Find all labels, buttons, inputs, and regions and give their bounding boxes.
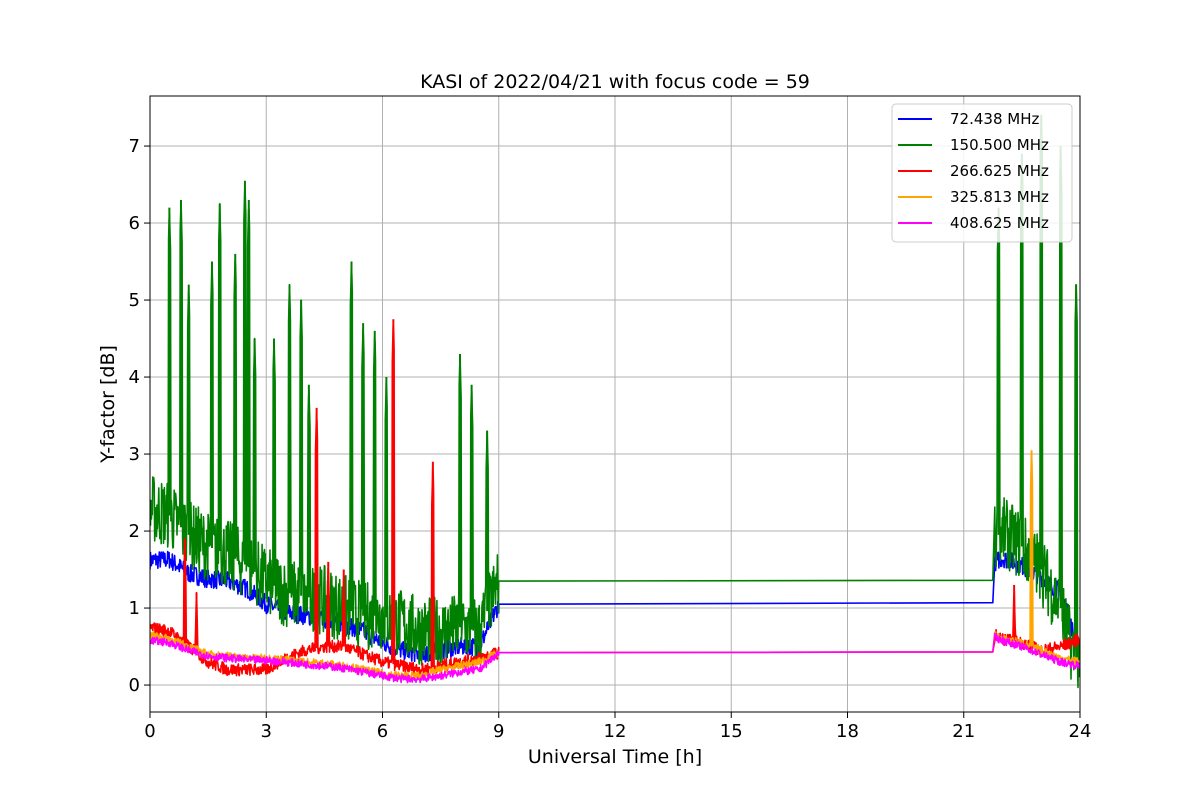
legend-box <box>891 103 1073 243</box>
legend-label: 150.500 MHz <box>950 136 1049 154</box>
legend-label: 72.438 MHz <box>950 110 1039 128</box>
y-tick-label: 4 <box>129 367 140 388</box>
y-axis-title: Y-factor [dB] <box>97 345 119 464</box>
x-axis-title: Universal Time [h] <box>528 746 702 768</box>
x-tick-label: 15 <box>720 721 743 742</box>
legend-label: 266.625 MHz <box>950 162 1049 180</box>
x-tick-label: 18 <box>836 721 859 742</box>
y-tick-label: 2 <box>129 521 140 542</box>
x-tick-label: 9 <box>493 721 504 742</box>
x-tick-label: 0 <box>144 721 155 742</box>
y-tick-label: 7 <box>129 136 140 157</box>
y-tick-label: 6 <box>129 213 140 234</box>
legend: 72.438 MHz 150.500 MHz 266.625 MHz 325.813 … <box>891 103 1073 243</box>
y-tick-label: 3 <box>129 444 140 465</box>
legend-label: 325.813 MHz <box>950 188 1049 206</box>
x-tick-label: 21 <box>952 721 975 742</box>
series-line-2 <box>150 114 1080 689</box>
y-tick-label: 5 <box>129 290 140 311</box>
y-tick-label: 1 <box>129 598 140 619</box>
x-tick-label: 6 <box>377 721 388 742</box>
x-tick-label: 12 <box>604 721 627 742</box>
y-tick-label: 0 <box>129 675 140 696</box>
chart-title: KASI of 2022/04/21 with focus code = 59 <box>420 71 810 93</box>
x-tick-label: 3 <box>261 721 272 742</box>
legend-label: 408.625 MHz <box>950 214 1049 232</box>
series-line-5 <box>150 632 1080 684</box>
x-tick-label: 24 <box>1069 721 1092 742</box>
